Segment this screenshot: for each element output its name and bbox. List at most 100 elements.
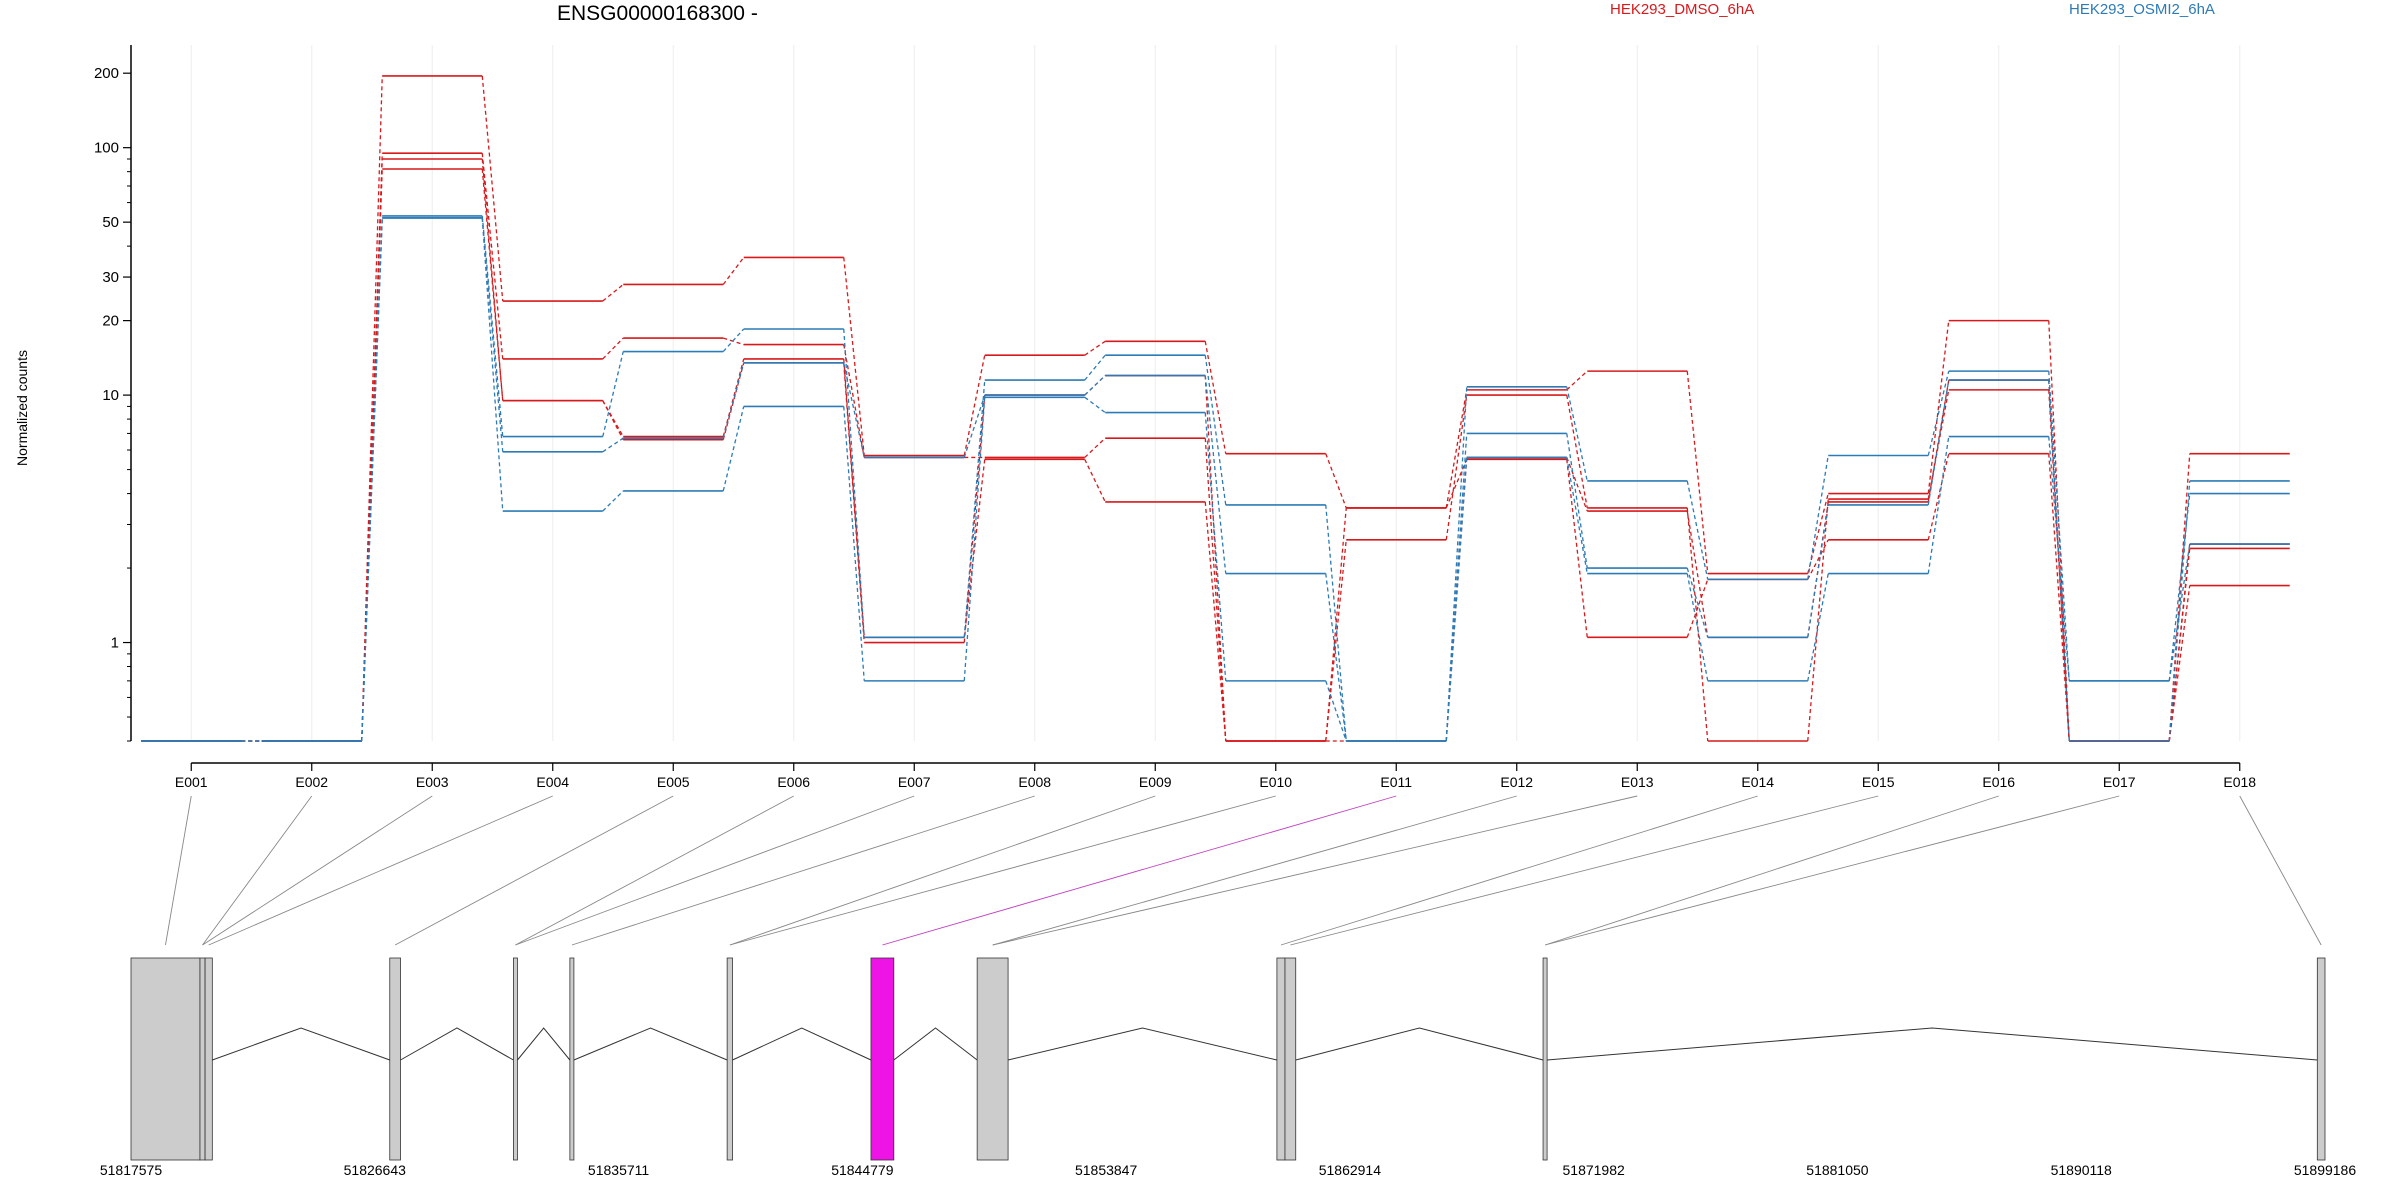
connector-segment (1566, 459, 1588, 638)
chart-title: ENSG00000168300 - (557, 2, 758, 25)
connector-segment (1445, 459, 1468, 509)
connector-segment (2048, 380, 2070, 742)
exon-box (204, 957, 213, 1161)
y-tick-label: 100 (94, 140, 119, 157)
legend-entry-dmso: HEK293_DMSO_6hA (1610, 1, 1755, 18)
connector-segment (1927, 453, 1950, 541)
connector-segment (1807, 501, 1829, 638)
exon-mapping-line (165, 795, 192, 946)
connector-segment (1445, 457, 1468, 742)
connector-segment (602, 283, 624, 302)
coordinate-label: 51826643 (344, 1162, 407, 1178)
exon-mapping-line (729, 795, 1156, 946)
exon-mapping-line (992, 795, 1517, 946)
exon-mapping-line (208, 795, 553, 946)
exon-box (1542, 957, 1548, 1161)
connector-segment (481, 75, 504, 302)
connector-segment (481, 168, 504, 401)
exon-mapping-line (729, 795, 1276, 946)
connector-segment (1927, 370, 1950, 456)
series-line (141, 158, 2290, 742)
connector-segment (1325, 573, 1347, 742)
connector-segment (1325, 680, 1347, 742)
connector-segment (2168, 480, 2191, 742)
exon-mapping-line (882, 795, 1397, 946)
connector-segment (722, 328, 745, 352)
connector-segment (1204, 375, 1227, 742)
coordinate-label: 51881050 (1806, 1162, 1869, 1178)
y-tick-label: 30 (102, 269, 119, 286)
x-tick-label: E013 (1621, 774, 1654, 790)
highlighted-exon (870, 957, 895, 1161)
exon-mapping-line (571, 795, 1035, 946)
connector-segment (1445, 395, 1468, 540)
connector-segment (722, 362, 745, 439)
exon-box (513, 957, 518, 1161)
connector-segment (1686, 507, 1709, 742)
coordinate-label: 51844779 (831, 1162, 894, 1178)
coordinate-label: 51835711 (588, 1162, 649, 1178)
connector-segment (1204, 412, 1227, 681)
connector-segment (723, 337, 744, 346)
exon-mapping-line (992, 795, 1638, 946)
exon-mapping-line (2239, 795, 2322, 946)
connector-segment (722, 358, 745, 437)
y-tick-label: 200 (94, 65, 119, 82)
x-tick-label: E017 (2103, 774, 2136, 790)
x-tick-label: E014 (1741, 774, 1774, 790)
connector-segment (602, 437, 624, 453)
connector-segment (963, 395, 986, 643)
connector-segment (1927, 436, 1950, 574)
connector-segment (843, 328, 865, 638)
exon-box (389, 957, 401, 1161)
exon-box (569, 957, 575, 1161)
intron-line (1295, 1027, 1544, 1061)
exon-box (726, 957, 733, 1161)
connector-segment (361, 75, 383, 742)
exon-mapping-line (515, 795, 915, 946)
series-line (141, 152, 2290, 742)
connector-segment (1807, 493, 1829, 574)
coordinate-label: 51853847 (1075, 1162, 1138, 1178)
connector-segment (1084, 437, 1106, 458)
y-tick-label: 50 (102, 214, 119, 231)
connector-segment (1445, 386, 1468, 742)
connector-segment (1686, 510, 1709, 638)
connector-segment (1807, 499, 1829, 742)
coordinate-label: 51817575 (100, 1162, 163, 1178)
connector-segment (1807, 504, 1829, 638)
connector-segment (481, 158, 504, 401)
connector-segment (843, 362, 865, 458)
exon-mapping-line (515, 795, 794, 946)
connector-segment (1325, 539, 1347, 742)
connector-segment (1807, 539, 1829, 580)
intron-line (212, 1027, 390, 1061)
connector-segment (722, 406, 745, 492)
connector-segment (2168, 543, 2191, 681)
connector-segment (963, 380, 986, 638)
connector-segment (1204, 341, 1227, 454)
connector-segment (963, 355, 986, 456)
connector-segment (602, 337, 624, 360)
exon-mapping-line (202, 795, 433, 946)
connector-segment (1807, 573, 1829, 681)
connector-segment (1686, 573, 1709, 681)
intron-line (893, 1027, 978, 1061)
legend-entry-osmi: HEK293_OSMI2_6hA (2069, 1, 2215, 18)
x-tick-label: E010 (1259, 774, 1292, 790)
series-line (141, 217, 2290, 742)
x-tick-label: E006 (777, 774, 810, 790)
x-tick-label: E002 (295, 774, 328, 790)
connector-segment (1445, 389, 1468, 509)
connector-segment (602, 400, 624, 441)
x-tick-label: E018 (2223, 774, 2256, 790)
intron-line (573, 1027, 728, 1061)
exon-box (2316, 957, 2326, 1161)
series-line (141, 215, 2290, 742)
connector-segment (1566, 394, 1588, 509)
y-tick-label: 10 (102, 387, 119, 404)
x-tick-label: E004 (536, 774, 569, 790)
connector-segment (1566, 457, 1588, 574)
connector-segment (1566, 370, 1588, 391)
